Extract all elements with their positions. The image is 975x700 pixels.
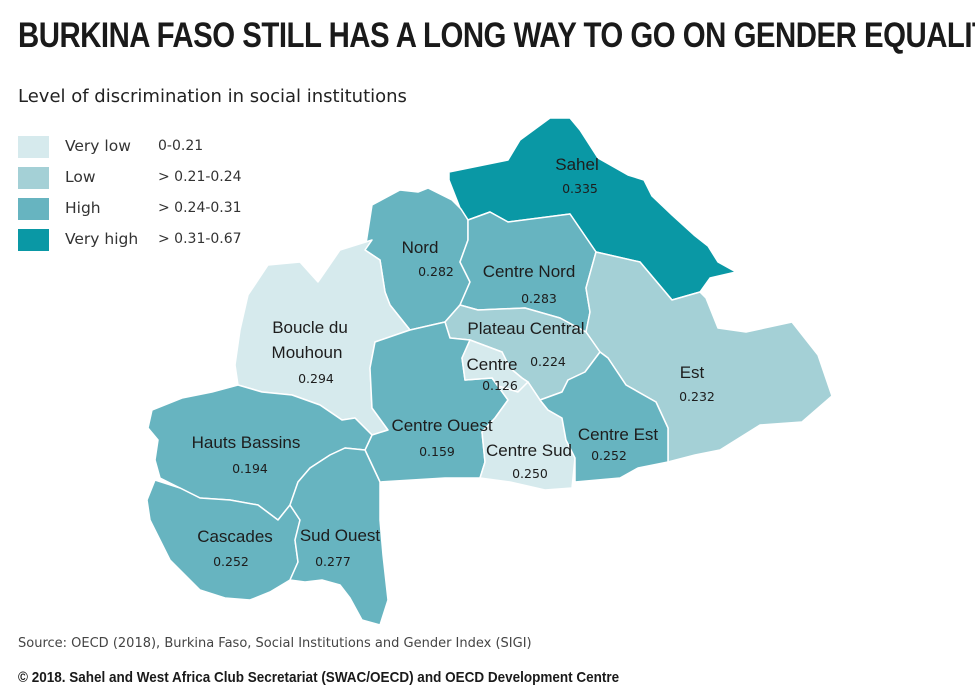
- region-label-centre: Centre 0.126: [466, 355, 517, 393]
- region-label-sahel: Sahel 0.335: [555, 155, 598, 196]
- region-name: Centre Nord: [483, 262, 576, 281]
- legend-label: High: [65, 199, 101, 217]
- legend-swatch: [18, 229, 49, 251]
- legend-label: Low: [65, 168, 96, 186]
- region-name-line-1: Boucle du: [272, 318, 348, 337]
- region-value: 0.277: [315, 554, 351, 569]
- region-value: 0.294: [298, 371, 334, 386]
- region-label-centre-nord: Centre Nord 0.283: [483, 262, 576, 306]
- region-name: Est: [680, 363, 705, 382]
- region-name: Sahel: [555, 155, 598, 174]
- region-name: Centre: [466, 355, 517, 374]
- region-label-sud-ouest: Sud Ouest 0.277: [300, 526, 381, 569]
- region-value: 0.283: [521, 291, 557, 306]
- region-label-nord: Nord 0.282: [402, 238, 454, 279]
- region-name: Plateau Central: [467, 319, 584, 338]
- legend-item-very-high: Very high > 0.31-0.67: [18, 228, 258, 259]
- legend-range: > 0.24-0.31: [158, 200, 242, 216]
- region-label-centre-sud: Centre Sud 0.250: [486, 441, 572, 481]
- legend-label: Very high: [65, 230, 139, 248]
- region-label-boucle-du-mouhoun: Boucle du Mouhoun 0.294: [272, 318, 348, 386]
- region-name: Sud Ouest: [300, 526, 381, 545]
- legend: Very low 0-0.21 Low > 0.21-0.24 High > 0…: [18, 135, 258, 259]
- map-subtitle: Level of discrimination in social instit…: [18, 86, 407, 107]
- legend-item-high: High > 0.24-0.31: [18, 197, 258, 228]
- region-name: Nord: [402, 238, 439, 257]
- region-value: 0.335: [562, 181, 598, 196]
- legend-swatch: [18, 198, 49, 220]
- legend-item-very-low: Very low 0-0.21: [18, 135, 258, 166]
- legend-range: > 0.31-0.67: [158, 231, 242, 247]
- region-name: Centre Sud: [486, 441, 572, 460]
- region-name: Cascades: [197, 527, 273, 546]
- region-name: Hauts Bassins: [192, 433, 301, 452]
- region-name: Centre Ouest: [391, 416, 492, 435]
- region-centre-est[interactable]: [539, 351, 669, 483]
- region-label-centre-ouest: Centre Ouest 0.159: [391, 416, 492, 459]
- region-value: 0.232: [679, 389, 715, 404]
- legend-swatch: [18, 167, 49, 189]
- copyright-credit: © 2018. Sahel and West Africa Club Secre…: [18, 669, 620, 686]
- legend-range: 0-0.21: [158, 138, 204, 154]
- region-label-plateau-central: Plateau Central 0.224: [467, 319, 584, 369]
- legend-swatch: [18, 136, 49, 158]
- region-centre-sud[interactable]: [479, 377, 576, 491]
- region-value: 0.252: [213, 554, 249, 569]
- legend-range: > 0.21-0.24: [158, 169, 242, 185]
- region-value: 0.224: [530, 354, 566, 369]
- map-title: BURKINA FASO STILL HAS A LONG WAY TO GO …: [18, 16, 975, 55]
- region-name-line-2: Mouhoun: [272, 343, 343, 362]
- region-value: 0.126: [482, 378, 518, 393]
- region-sud-ouest[interactable]: [289, 447, 389, 626]
- legend-item-low: Low > 0.21-0.24: [18, 166, 258, 197]
- region-value: 0.194: [232, 461, 268, 476]
- region-label-cascades: Cascades 0.252: [197, 527, 273, 569]
- region-value: 0.250: [512, 466, 548, 481]
- region-label-centre-est: Centre Est 0.252: [578, 425, 659, 463]
- source-note: Source: OECD (2018), Burkina Faso, Socia…: [18, 636, 532, 651]
- region-value: 0.252: [591, 448, 627, 463]
- legend-label: Very low: [65, 137, 131, 155]
- region-label-est: Est 0.232: [679, 363, 715, 404]
- region-name: Centre Est: [578, 425, 659, 444]
- region-label-hauts-bassins: Hauts Bassins 0.194: [192, 433, 301, 476]
- region-value: 0.282: [418, 264, 454, 279]
- region-value: 0.159: [419, 444, 455, 459]
